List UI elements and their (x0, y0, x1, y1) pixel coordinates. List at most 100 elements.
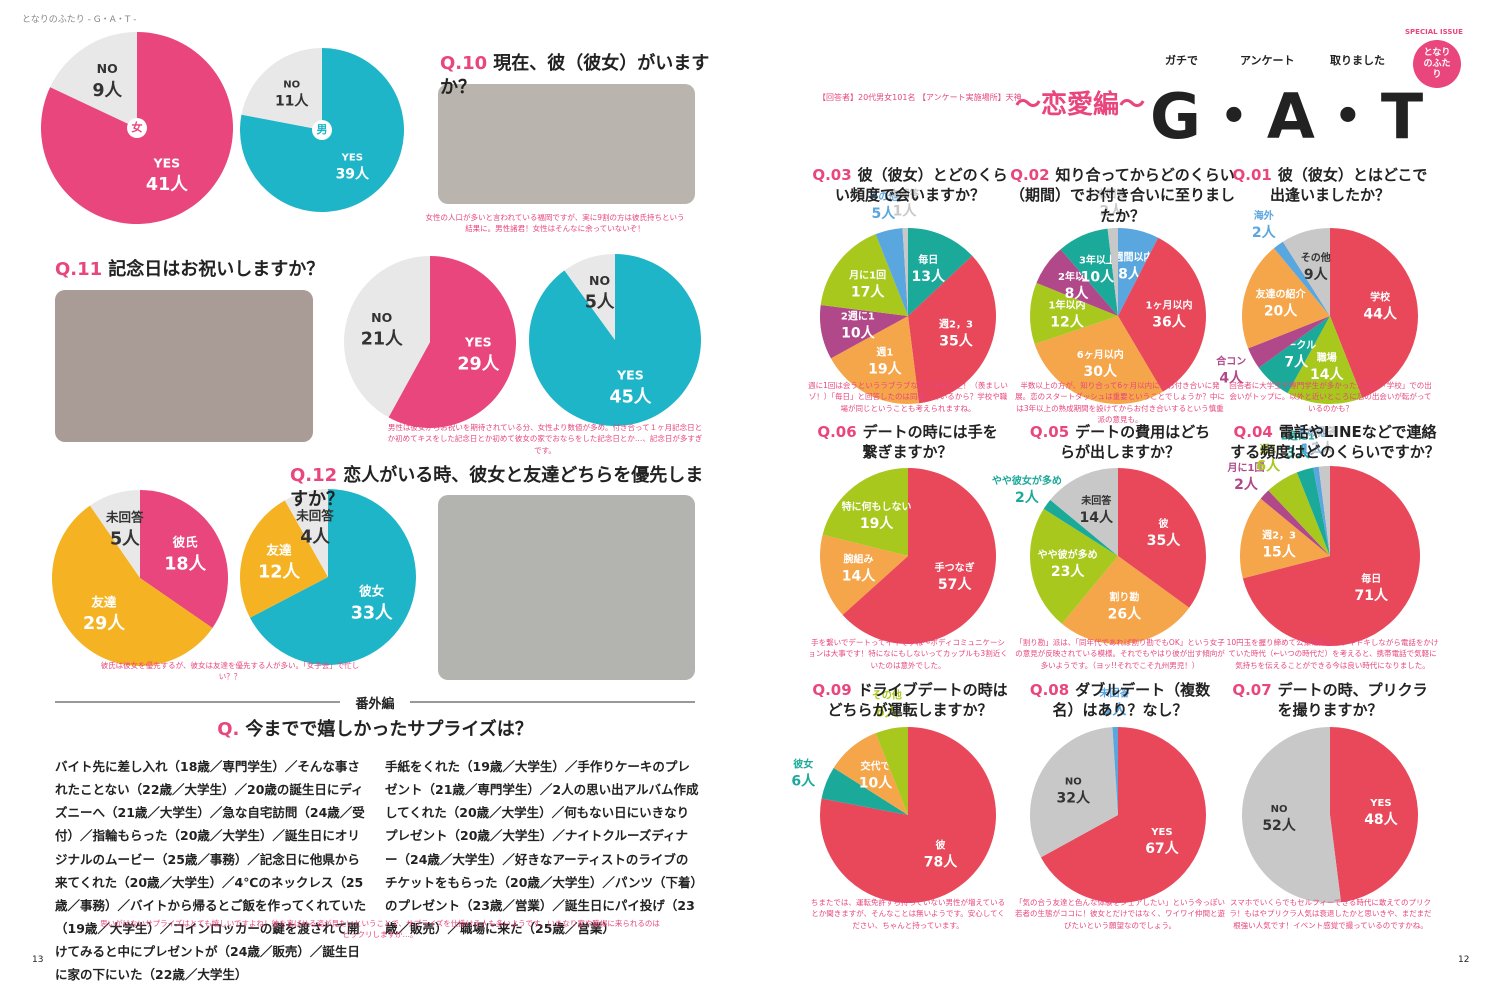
pie-slice (1040, 727, 1207, 903)
question-title: Q.03 彼（彼女）とどのくらい頻度で会いますか？ (805, 165, 1015, 206)
page-number: 12 (1458, 955, 1470, 965)
center-label: 男 (317, 123, 328, 136)
pie-slice (388, 256, 516, 428)
badge (1413, 40, 1461, 88)
pie-slice (830, 316, 920, 404)
slice-value: 11人 (275, 92, 309, 109)
slice-label: その他 (1297, 426, 1327, 439)
slice-value: 2人 (1234, 476, 1259, 493)
pie-slice (1050, 468, 1118, 556)
pie-slice (908, 228, 973, 316)
note: 「割り勘」派は、「同年代であれば割り勘でもOK」という女子の意見が反映されている… (1015, 638, 1225, 670)
pie-slice (1060, 228, 1118, 316)
slice-value: 41人 (146, 174, 188, 195)
question-number: Q.12 (290, 465, 338, 486)
slice-value: 2人 (1099, 203, 1124, 220)
slice-label: 彼氏 (173, 535, 199, 550)
slice-label: 合コン (1215, 354, 1246, 367)
slice-value: 20人 (1264, 302, 1298, 319)
slice-value: 4人 (300, 527, 330, 548)
pie-slice (284, 489, 328, 577)
pie-slice (819, 727, 996, 904)
slice-label: 週1 (876, 346, 893, 358)
note: 手を繋いでデートってイイですね〜ボディコミュニケーションは大事です！特になにもし… (808, 638, 1008, 670)
pie-slice (820, 304, 908, 359)
slice-value: 2人 (1015, 489, 1040, 506)
slice-label: NO (589, 273, 610, 288)
slice-label: やや彼が多め (1038, 548, 1098, 561)
pie-slice (908, 255, 997, 404)
pie-slice (140, 490, 228, 628)
question-title: Q. 今までで嬉しかったサプライズは？ (55, 718, 695, 742)
question-title: Q.06 デートの時には手を繋ぎますか？ (815, 422, 1000, 463)
slice-value: 71人 (1355, 587, 1389, 604)
pie-slice (1242, 248, 1330, 349)
slice-value: 10人 (859, 775, 893, 792)
question-number: Q.10 (440, 53, 488, 74)
answers: バイト先に差し入れ（18歳／専門学生）／そんな事されたことない（22歳／大学生）… (55, 759, 367, 983)
slice-value: 39人 (336, 166, 370, 183)
slice-label: 6ヶ月以内 (1077, 348, 1124, 361)
slice-label: 友達 (90, 594, 117, 609)
question-title: Q.11 記念日はお祝いしますか？ (55, 258, 355, 282)
slice-value: 8人 (1118, 265, 1143, 282)
pie-slice (1030, 508, 1118, 624)
slice-value: 17人 (851, 284, 885, 301)
slice-label: 手つなぎ (935, 561, 975, 574)
slice-label: その他 (868, 190, 898, 203)
pie-slice (1112, 727, 1118, 815)
slice-value: 18人 (164, 553, 206, 574)
slice-value: 14人 (842, 567, 876, 584)
slice-value: 36人 (1152, 313, 1186, 330)
slice-label: NO (97, 61, 118, 76)
pie-slice (1118, 237, 1207, 392)
question-text: デートの時、プリクラを撮りますか？ (1277, 681, 1428, 720)
slice-label: NO (1065, 776, 1082, 787)
slice-label: 彼女 (793, 758, 813, 771)
note: 彼氏は彼女を優先するが、彼女は友達を優先する人が多い。「女子会」で忙しい？？ (100, 661, 360, 682)
running-title: となりのふたり - G・A・T - (22, 15, 137, 25)
page-number: 13 (32, 955, 44, 965)
slice-value: 23人 (1051, 563, 1085, 580)
slice-label: 特に何もしない (842, 500, 912, 513)
slice-value: 12人 (258, 561, 300, 582)
pie-slice (344, 256, 430, 418)
pie-slice (241, 48, 322, 130)
slice-value: 2人 (1252, 224, 1277, 241)
pie-slice (1273, 241, 1330, 316)
slice-value: 52人 (1262, 817, 1296, 834)
slice-label: 1年以内 (1048, 298, 1085, 311)
slice-label: 腕組み (843, 552, 873, 565)
question-text: 恋人がいる時、彼女と友達どちらを優先しますか？ (290, 465, 704, 511)
slice-value: 67人 (1145, 840, 1179, 857)
slice-label: YES (341, 153, 363, 164)
slice-label: 未回答 (1307, 425, 1339, 438)
slice-value: 13人 (912, 268, 946, 285)
question-title: Q.10 現在、彼（彼女）がいますか？ (440, 52, 710, 101)
question-title: Q.08 ダブルデート（複数名）はあり？なし？ (1020, 680, 1220, 721)
slice-value: 45人 (609, 386, 651, 407)
main-title: G・A・T (1150, 80, 1426, 153)
question-number: Q.02 (1010, 166, 1050, 184)
slice-value: 12人 (1050, 313, 1084, 330)
pie-slice (249, 489, 416, 666)
question-number: Q.09 (812, 681, 852, 699)
pie-slice (833, 733, 908, 815)
pie-slice (1282, 228, 1330, 316)
note: 週に1回は会うというラブラブな方が半数以上！（羨ましいゾ！）「毎日」と回答したの… (808, 381, 1008, 413)
question-text: ドライブデートの時はどちらが運転しますか？ (827, 681, 1008, 720)
slice-label: 未回答 (105, 510, 144, 525)
pie-slice (902, 228, 908, 316)
slice-label: NO (371, 310, 392, 325)
question-text: デートの費用はどちらが出しますか？ (1059, 423, 1211, 462)
slice-label: NO (283, 79, 300, 90)
note: 半数以上の方が、知り合って6ヶ月以内にはお付き合いに発展。恋のスタートダッシュは… (1015, 381, 1225, 424)
pie-slice (90, 490, 140, 578)
pie-slice (875, 727, 908, 815)
question-text: 彼（彼女）とどのくらい頻度で会いますか？ (834, 166, 1008, 205)
pie-slice (822, 468, 908, 556)
slice-label: 月に1回 (848, 270, 886, 282)
pie-slice (1260, 490, 1330, 556)
pie-slice (1118, 468, 1206, 608)
slice-value: 19人 (868, 360, 902, 377)
